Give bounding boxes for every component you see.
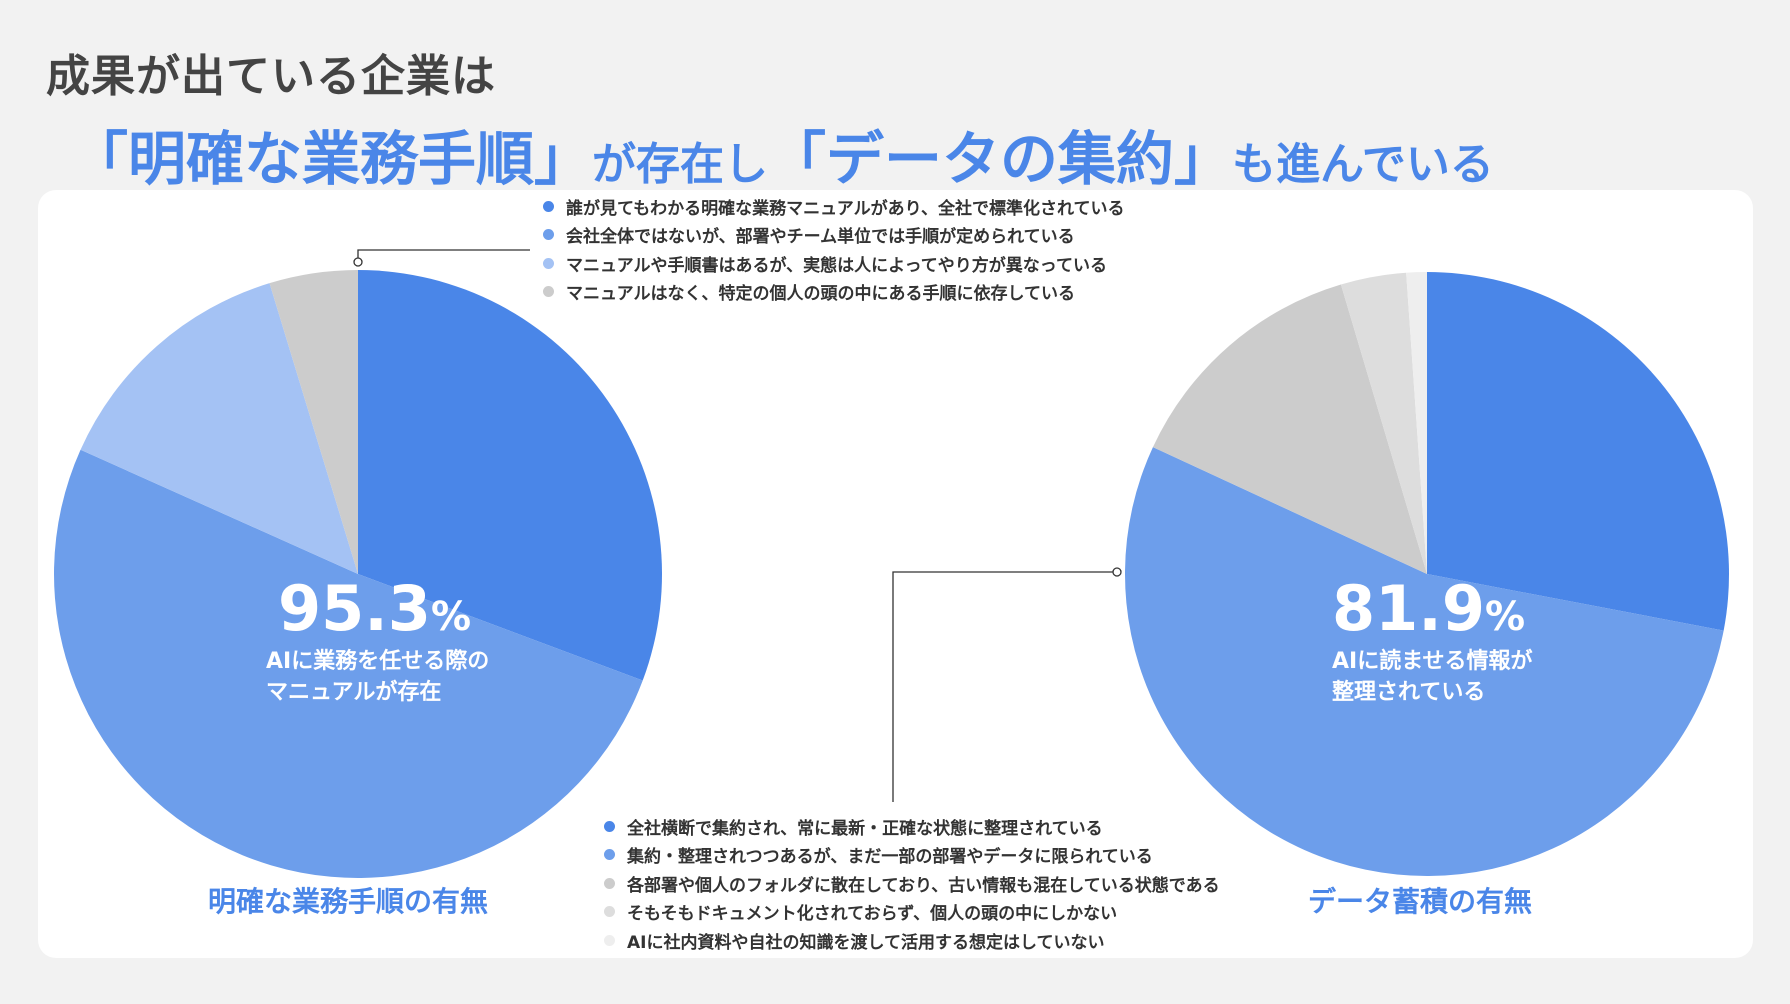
legend-item: 集約・整理されつつあるが、まだ一部の部署やデータに限られている	[604, 841, 1220, 870]
highlight-desc-line: 整理されている	[1332, 680, 1486, 705]
legend-swatch	[604, 820, 615, 832]
highlight-desc-line: マニュアルが存在	[266, 680, 442, 705]
pie-slice	[1125, 447, 1724, 876]
title-line-1: 成果が出ている企業は	[46, 51, 496, 102]
highlight-unit: %	[430, 594, 472, 640]
highlight-value: 81.9	[1332, 572, 1485, 645]
legend-item: 会社全体ではないが、部署やチーム単位では手順が定められている	[543, 221, 1124, 250]
legend-label: 誰が見てもわかる明確な業務マニュアルがあり、全社で標準化されている	[566, 198, 1125, 219]
legend-item: 各部署や個人のフォルダに散在しており、古い情報も混在している状態である	[604, 869, 1220, 898]
title-segment: 「データの集約」	[768, 125, 1233, 193]
legend-item: 全社横断で集約され、常に最新・正確な状態に整理されている	[604, 812, 1220, 841]
highlight-desc-right: AIに読ませる情報が 整理されている	[1332, 646, 1533, 708]
legend-right: 全社横断で集約され、常に最新・正確な状態に整理されている 集約・整理されつつある…	[604, 812, 1220, 955]
pie-slice	[1427, 272, 1729, 631]
connector-line-left	[357, 249, 530, 262]
highlight-desc-line: AIに業務を任せる際の	[266, 649, 490, 674]
pie-slice	[1406, 272, 1427, 574]
legend-item: そもそもドキュメント化されておらず、個人の頭の中にしかない	[604, 898, 1220, 927]
pie-slice	[1152, 284, 1427, 574]
pie-right	[1125, 272, 1729, 876]
highlight-percent-right: 81.9%	[1332, 572, 1525, 645]
legend-item: AIに社内資料や自社の知識を渡して活用する想定はしていない	[604, 926, 1220, 955]
title-segment: も進んでいる	[1232, 139, 1494, 190]
highlight-value: 95.3	[278, 572, 431, 645]
connector-line-right	[892, 571, 1117, 802]
highlight-desc-line: AIに読ませる情報が	[1332, 649, 1533, 674]
highlight-percent-left: 95.3%	[278, 572, 471, 645]
title-line-2: 「明確な業務手順」が存在し「データの集約」も進んでいる	[70, 112, 1494, 196]
pie-slice	[1340, 272, 1427, 574]
highlight-unit: %	[1484, 594, 1526, 640]
legend-label: そもそもドキュメント化されておらず、個人の頭の中にしかない	[627, 904, 1118, 925]
legend-item: マニュアルや手順書はあるが、実態は人によってやり方が異なっている	[543, 249, 1124, 278]
connector-dot-right	[1112, 567, 1122, 577]
legend-label: 集約・整理されつつあるが、まだ一部の部署やデータに限られている	[627, 847, 1153, 868]
legend-label: AIに社内資料や自社の知識を渡して活用する想定はしていない	[627, 932, 1105, 953]
legend-swatch	[543, 257, 554, 269]
title-segment: 「明確な業務手順」	[70, 125, 593, 193]
title-segment: が存在し	[592, 139, 769, 190]
chart-title-right: データ蓄積の有無	[1308, 885, 1533, 918]
legend-swatch	[604, 906, 615, 918]
legend-swatch	[543, 200, 554, 212]
highlight-desc-left: AIに業務を任せる際の マニュアルが存在	[266, 646, 489, 708]
legend-label: 会社全体ではないが、部署やチーム単位では手順が定められている	[566, 227, 1075, 248]
legend-label: マニュアルや手順書はあるが、実態は人によってやり方が異なっている	[566, 255, 1107, 276]
legend-swatch	[543, 286, 554, 298]
legend-item: マニュアルはなく、特定の個人の頭の中にある手順に依存している	[543, 278, 1124, 307]
chart-title-left: 明確な業務手順の有無	[208, 885, 489, 918]
pie-left	[54, 270, 663, 878]
legend-swatch	[604, 849, 615, 861]
legend-swatch	[604, 934, 615, 946]
legend-swatch	[604, 877, 615, 889]
legend-item: 誰が見てもわかる明確な業務マニュアルがあり、全社で標準化されている	[543, 192, 1124, 221]
pie-slice	[358, 270, 663, 681]
pie-slice	[80, 283, 359, 574]
pie-slice	[269, 270, 358, 574]
legend-swatch	[543, 229, 554, 241]
legend-label: マニュアルはなく、特定の個人の頭の中にある手順に依存している	[566, 284, 1075, 305]
pie-slice	[54, 449, 643, 878]
connector-dot-left	[353, 257, 363, 267]
legend-label: 各部署や個人のフォルダに散在しており、古い情報も混在している状態である	[627, 875, 1220, 896]
legend-label: 全社横断で集約され、常に最新・正確な状態に整理されている	[627, 818, 1103, 839]
legend-left: 誰が見てもわかる明確な業務マニュアルがあり、全社で標準化されている 会社全体では…	[543, 192, 1124, 306]
